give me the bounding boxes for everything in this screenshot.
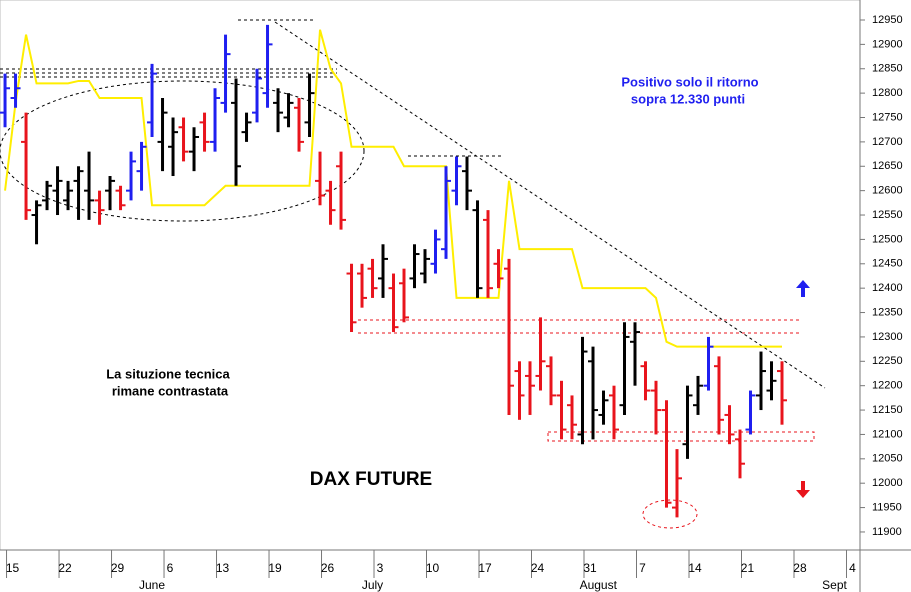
annotation: sopra 12.330 punti: [631, 91, 745, 106]
stop-line: [4, 29, 782, 348]
y-tick-label: 12300: [872, 331, 903, 343]
x-tick-label: 10: [426, 561, 440, 575]
y-tick-label: 12500: [872, 233, 903, 245]
x-tick-label: 21: [741, 561, 755, 575]
trend-line: [274, 21, 826, 389]
chart-title: DAX FUTURE: [310, 469, 432, 490]
x-tick-label: 22: [58, 561, 72, 575]
x-tick-label: 7: [639, 561, 646, 575]
y-tick-label: 12750: [872, 111, 903, 123]
x-tick-label: 14: [688, 561, 702, 575]
y-tick-label: 12350: [872, 306, 903, 318]
x-tick-label: 15: [6, 561, 20, 575]
month-label: July: [362, 578, 383, 592]
plot-area: [0, 0, 861, 551]
y-tick-label: 11950: [872, 501, 902, 513]
support-box: [547, 431, 815, 442]
month-label: Sept: [822, 578, 847, 592]
annotation: Positivo solo il ritorno: [621, 74, 758, 89]
y-tick-label: 11900: [872, 526, 902, 538]
x-tick-label: 31: [583, 561, 597, 575]
y-tick-label: 12000: [872, 477, 903, 489]
ellipse: [642, 499, 698, 529]
y-tick-label: 12950: [872, 14, 903, 26]
x-tick-label: 24: [531, 561, 545, 575]
y-tick-label: 12200: [872, 380, 903, 392]
up-arrow: [796, 280, 810, 297]
y-tick-label: 12700: [872, 136, 903, 148]
x-tick-label: 17: [478, 561, 492, 575]
y-tick-label: 12600: [872, 185, 903, 197]
y-tick-label: 12400: [872, 282, 903, 294]
annotation: La situzione tecnica: [106, 366, 230, 381]
red-levels: [358, 319, 815, 442]
y-tick-label: 12850: [872, 63, 903, 75]
x-tick-label: 29: [111, 561, 125, 575]
x-tick-label: 13: [216, 561, 230, 575]
y-tick-label: 12650: [872, 160, 903, 172]
ellipse: [0, 80, 365, 222]
month-label: August: [580, 578, 618, 592]
x-tick-label: 6: [167, 561, 174, 575]
y-tick-label: 12900: [872, 38, 903, 50]
y-tick-label: 12800: [872, 87, 903, 99]
x-tick-label: 3: [377, 561, 384, 575]
month-label: June: [139, 578, 165, 592]
annotation: rimane contrastata: [112, 383, 229, 398]
x-tick-label: 4: [849, 561, 856, 575]
x-tick-label: 19: [268, 561, 282, 575]
y-tick-label: 12250: [872, 355, 903, 367]
y-tick-label: 12100: [872, 428, 903, 440]
x-tick-label: 28: [793, 561, 807, 575]
y-tick-label: 12150: [872, 404, 903, 416]
annotation-shapes: [0, 19, 826, 529]
x-tick-label: 26: [321, 561, 335, 575]
y-tick-label: 12550: [872, 209, 903, 221]
y-tick-label: 12050: [872, 453, 903, 465]
down-arrow: [796, 481, 810, 498]
y-tick-label: 12450: [872, 258, 903, 270]
